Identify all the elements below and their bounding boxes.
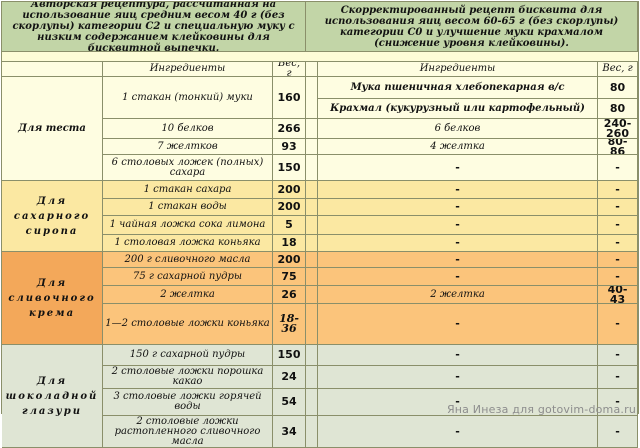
ingredient-cell-2: 2 желтка xyxy=(318,286,598,304)
spacer-cell xyxy=(306,416,318,448)
ingredient-cell-2: - xyxy=(318,235,598,252)
weight-cell-2: - xyxy=(598,268,638,286)
weight-cell: 34 xyxy=(273,416,306,448)
section-cream: Для сливочного крема xyxy=(2,252,103,345)
spacer-cell xyxy=(306,304,318,345)
weight-cell: 18-36 xyxy=(273,304,306,345)
ingredient-cell: 1 чайная ложка сока лимона xyxy=(103,216,273,235)
ingredient-cell-2: - xyxy=(318,304,598,345)
column-header-blank xyxy=(2,62,103,77)
weight-cell-2: - xyxy=(598,155,638,181)
weight-cell: 5 xyxy=(273,216,306,235)
ingredient-cell-2: Мука пшеничная хлебопекарная в/с xyxy=(318,77,598,99)
weight-cell: 18 xyxy=(273,235,306,252)
ingredient-cell-2: - xyxy=(318,389,598,416)
ingredient-cell: 2 столовые ложки растопленного сливочног… xyxy=(103,416,273,448)
ingredient-cell-2: - xyxy=(318,252,598,268)
ingredient-cell: 6 столовых ложек (полных) сахара xyxy=(103,155,273,181)
ingredient-cell: 2 столовые ложки порошка какао xyxy=(103,366,273,389)
header-corrected-recipe: Скорректированный рецепт бисквита для ис… xyxy=(306,2,638,52)
column-header-weight: Вес, г xyxy=(273,62,306,77)
weight-cell-2: 80 xyxy=(598,99,638,119)
ingredient-cell-2: - xyxy=(318,155,598,181)
ingredient-cell-2: 4 желтка xyxy=(318,139,598,155)
spacer-cell xyxy=(306,77,318,119)
column-header-weight-2: Вес, г xyxy=(598,62,638,77)
weight-cell-2: - xyxy=(598,181,638,199)
ingredient-cell: 1 столовая ложка коньяка xyxy=(103,235,273,252)
weight-cell: 93 xyxy=(273,139,306,155)
weight-cell-2: - xyxy=(598,252,638,268)
ingredient-cell-2: Крахмал (кукурузный или картофельный) xyxy=(318,99,598,119)
ingredient-cell: 150 г сахарной пудры xyxy=(103,345,273,366)
divider-strip xyxy=(2,52,638,62)
weight-cell-2: 40-43 xyxy=(598,286,638,304)
spacer-cell xyxy=(306,235,318,252)
spacer-cell xyxy=(306,181,318,199)
ingredient-cell: 10 белков xyxy=(103,119,273,139)
ingredient-cell: 2 желтка xyxy=(103,286,273,304)
weight-cell-2: 80-86 xyxy=(598,139,638,155)
weight-cell: 200 xyxy=(273,252,306,268)
ingredient-cell: 1—2 столовые ложки коньяка xyxy=(103,304,273,345)
spacer-cell xyxy=(306,345,318,366)
ingredient-cell-2: - xyxy=(318,216,598,235)
weight-cell: 200 xyxy=(273,199,306,216)
weight-cell: 24 xyxy=(273,366,306,389)
ingredient-cell: 3 столовые ложки горячей воды xyxy=(103,389,273,416)
column-header-ingredients: Ингредиенты xyxy=(103,62,273,77)
weight-cell-2: - xyxy=(598,199,638,216)
weight-cell-2: - xyxy=(598,235,638,252)
section-syrup: Для сахарного сиропа xyxy=(2,181,103,252)
weight-cell: 200 xyxy=(273,181,306,199)
ingredient-cell: 75 г сахарной пудры xyxy=(103,268,273,286)
spacer-cell xyxy=(306,155,318,181)
watermark: Яна Инеза для gotovim-doma.ru xyxy=(446,403,636,416)
ingredient-cell-2: - xyxy=(318,199,598,216)
weight-cell: 266 xyxy=(273,119,306,139)
weight-cell-2: - xyxy=(598,304,638,345)
spacer-cell xyxy=(306,139,318,155)
spacer-cell xyxy=(306,199,318,216)
section-dough: Для теста xyxy=(2,77,103,181)
spacer-cell xyxy=(306,119,318,139)
ingredient-cell-2: - xyxy=(318,416,598,448)
weight-cell: 150 xyxy=(273,345,306,366)
ingredient-cell: 1 стакан воды xyxy=(103,199,273,216)
column-header-ingredients-2: Ингредиенты xyxy=(318,62,598,77)
ingredient-cell-2: - xyxy=(318,268,598,286)
spacer-cell xyxy=(306,252,318,268)
ingredient-cell: 1 стакан (тонкий) муки xyxy=(103,77,273,119)
spacer-cell xyxy=(306,366,318,389)
ingredient-cell-2: - xyxy=(318,345,598,366)
weight-cell-2: - xyxy=(598,416,638,448)
weight-cell-2: - xyxy=(598,216,638,235)
weight-cell: 26 xyxy=(273,286,306,304)
spacer-cell xyxy=(306,216,318,235)
ingredient-cell-2: 6 белков xyxy=(318,119,598,139)
spacer-cell xyxy=(306,286,318,304)
ingredient-cell-2: - xyxy=(318,181,598,199)
weight-cell: 150 xyxy=(273,155,306,181)
ingredient-cell: 1 стакан сахара xyxy=(103,181,273,199)
header-original-recipe: Авторская рецептура, рассчитанная на исп… xyxy=(2,2,306,52)
weight-cell: 160 xyxy=(273,77,306,119)
spacer-cell xyxy=(306,268,318,286)
weight-cell-2: 80 xyxy=(598,77,638,99)
section-glaze: Для шоколадной глазури xyxy=(2,345,103,448)
weight-cell-2: 240-260 xyxy=(598,119,638,139)
ingredient-cell: 200 г сливочного масла xyxy=(103,252,273,268)
ingredient-cell: 7 желтков xyxy=(103,139,273,155)
weight-cell: 54 xyxy=(273,389,306,416)
spacer-cell xyxy=(306,389,318,416)
ingredient-cell-2: - xyxy=(318,366,598,389)
weight-cell-2: - xyxy=(598,345,638,366)
weight-cell-2: - xyxy=(598,366,638,389)
weight-cell: 75 xyxy=(273,268,306,286)
weight-cell-2: - xyxy=(598,389,638,416)
column-spacer xyxy=(306,62,318,77)
